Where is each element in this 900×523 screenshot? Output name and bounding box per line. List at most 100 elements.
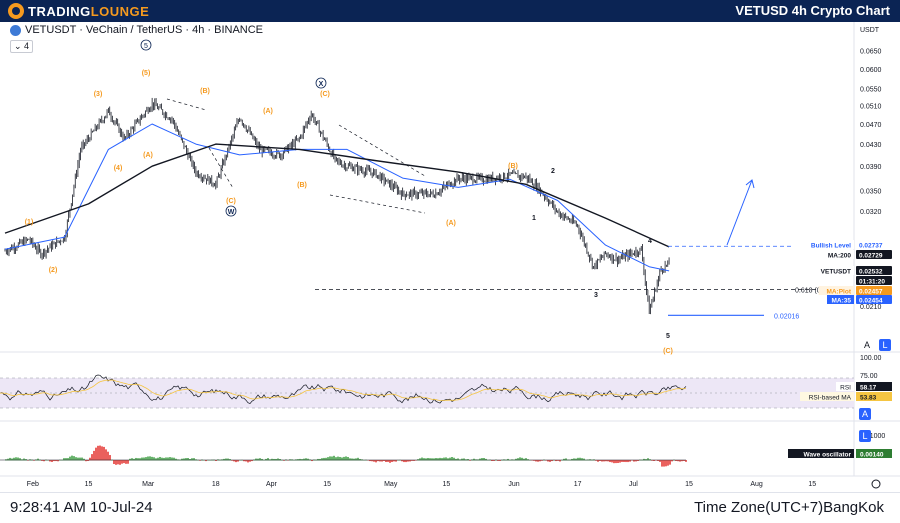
ma200-line	[4, 143, 670, 248]
time-tick-label: Jun	[508, 481, 519, 488]
rsi-scale-button[interactable]: A	[859, 408, 871, 420]
ma35-line	[4, 123, 670, 272]
rsi-label-name: RSI	[840, 385, 851, 392]
price-axis-unit: USDT	[860, 27, 880, 34]
wave-label: (B)	[508, 163, 518, 170]
timestamp: 9:28:41 AM 10-Jul-24	[10, 499, 153, 516]
wave-label: 2	[551, 168, 555, 175]
price-label-value: 01:31:20	[859, 279, 885, 286]
wave-circle	[315, 77, 327, 89]
price-label-box	[856, 295, 892, 304]
fib-level-label: 0.618 (0	[795, 287, 821, 294]
time-tick-label: Feb	[27, 481, 39, 488]
time-tick-label: Aug	[750, 481, 763, 488]
wave-label: 1	[532, 215, 536, 222]
price-label-box	[856, 286, 892, 295]
indicator-count-chevron-icon: ⌄	[14, 41, 25, 51]
price-label-box	[856, 266, 892, 275]
logo-icon	[8, 3, 24, 19]
indicator-count-toggle[interactable]: ⌄ 4	[10, 40, 34, 53]
price-log-scale-button[interactable]: L	[879, 339, 891, 351]
wedge-guide	[166, 98, 207, 111]
wave-label: (2)	[49, 267, 58, 274]
wedge-guide	[329, 194, 426, 214]
wedge-guide	[338, 124, 426, 177]
time-tick-label: 18	[212, 481, 220, 488]
wave-label-circled: 5	[144, 43, 148, 50]
symbol-legend[interactable]: VETUSDT · VeChain / TetherUS · 4h · BINA…	[10, 24, 263, 36]
time-tick-label: Apr	[266, 481, 278, 488]
top-banner: TRADINGLOUNGE VETUSD 4h Crypto Chart	[0, 0, 900, 22]
low-label: 0.02016	[774, 313, 799, 320]
price-label-tag	[818, 266, 854, 275]
logo-text: TRADINGLOUNGE	[28, 3, 150, 19]
price-label-name: MA:Plot	[826, 289, 851, 296]
price-labels: Bullish Level 0.02737 MA:200 0.02729 VETUSDT…	[788, 240, 892, 459]
wave-label: (B)	[297, 182, 307, 189]
wave-label: (A)	[143, 152, 153, 159]
time-tick-label: 15	[85, 481, 93, 488]
price-pane: 0.618 (0 0.02016	[4, 97, 852, 320]
time-tick-label: Jul	[629, 481, 638, 488]
osc-label-tag	[788, 449, 854, 458]
brand-logo: TRADINGLOUNGE	[8, 2, 149, 20]
price-tick-label: 0.0600	[860, 67, 882, 74]
chart-canvas[interactable]: 0.618 (0 0.02016 (1) (2) (3) (4) (5) (A) (B) (C)…	[0, 22, 900, 492]
axes: USDT 0.0650 0.0600 0.0550 0.0510 0.0470 0.0430…	[27, 27, 885, 489]
wave-label: (C)	[226, 198, 236, 205]
price-label-value: 0.02729	[859, 253, 883, 260]
wave-label: (B)	[200, 88, 210, 95]
wave-label: 3	[594, 292, 598, 299]
time-tick-label: Mar	[142, 481, 155, 488]
oscillator-pane	[0, 445, 687, 467]
price-label-value: 0.02457	[859, 289, 883, 296]
wave-label: (1)	[25, 219, 34, 226]
price-label-tag	[827, 295, 854, 304]
osc-tick-label: 0.01000	[860, 433, 885, 440]
price-label-tag	[822, 250, 854, 259]
price-tick-label: 0.0470	[860, 122, 882, 129]
osc-label-box	[856, 449, 892, 458]
vechain-coin-icon	[10, 24, 21, 36]
price-label-box	[856, 250, 892, 259]
time-tick-label: May	[384, 481, 398, 488]
wave-label: W	[228, 209, 235, 216]
rsi-ma-line	[0, 379, 687, 401]
rsi-pane	[0, 374, 854, 409]
price-label-tag	[818, 286, 854, 295]
wedge-guide	[208, 147, 234, 189]
rsi-label-name: RSI-based MA	[809, 395, 852, 402]
oscillator-scale-button[interactable]: L	[859, 430, 871, 442]
price-tick-label: 0.0350	[860, 189, 882, 196]
wave-label: 5	[666, 333, 670, 340]
time-tick-label: 15	[808, 481, 816, 488]
rsi-label-tag	[836, 382, 854, 391]
osc-label-value: 0.00140	[860, 452, 884, 459]
price-auto-scale-button[interactable]: A	[861, 339, 873, 351]
osc-label-name: Wave oscillator	[804, 452, 852, 459]
indicator-count-value: 4	[24, 41, 30, 51]
price-tick-label: 0.0550	[860, 87, 882, 94]
symbol-text: VETUSDT · VeChain / TetherUS · 4h · BINA…	[25, 24, 264, 36]
wave-label: (A)	[446, 220, 456, 227]
price-tick-label: 0.0390	[860, 164, 882, 171]
rsi-label-value: 53.83	[860, 395, 877, 402]
wave-circle	[140, 39, 152, 51]
time-tick-label: 15	[323, 481, 331, 488]
price-label-value: 0.02737	[859, 243, 883, 250]
price-label-box	[856, 240, 892, 249]
price-label-tag	[793, 240, 854, 249]
price-label-value: 0.02532	[859, 269, 883, 276]
price-tick-label: 0.0320	[860, 209, 882, 216]
rsi-tick-label: 100.00	[860, 355, 882, 362]
time-tick-label: 15	[685, 481, 693, 488]
chart-title: VETUSD 4h Crypto Chart	[735, 3, 890, 18]
time-tick-label: 15	[442, 481, 450, 488]
time-tick-label: 17	[574, 481, 582, 488]
wave-label: (A)	[263, 108, 273, 115]
wave-label: X	[319, 81, 324, 88]
wave-annotations: (1) (2) (3) (4) (5) (A) (B) (C) W X (A) (B) (C) (A) (B…	[25, 39, 673, 355]
rsi-label-value: 58.17	[860, 385, 877, 392]
price-tick-label: 0.0510	[860, 104, 882, 111]
price-label-name: MA:200	[828, 253, 852, 260]
